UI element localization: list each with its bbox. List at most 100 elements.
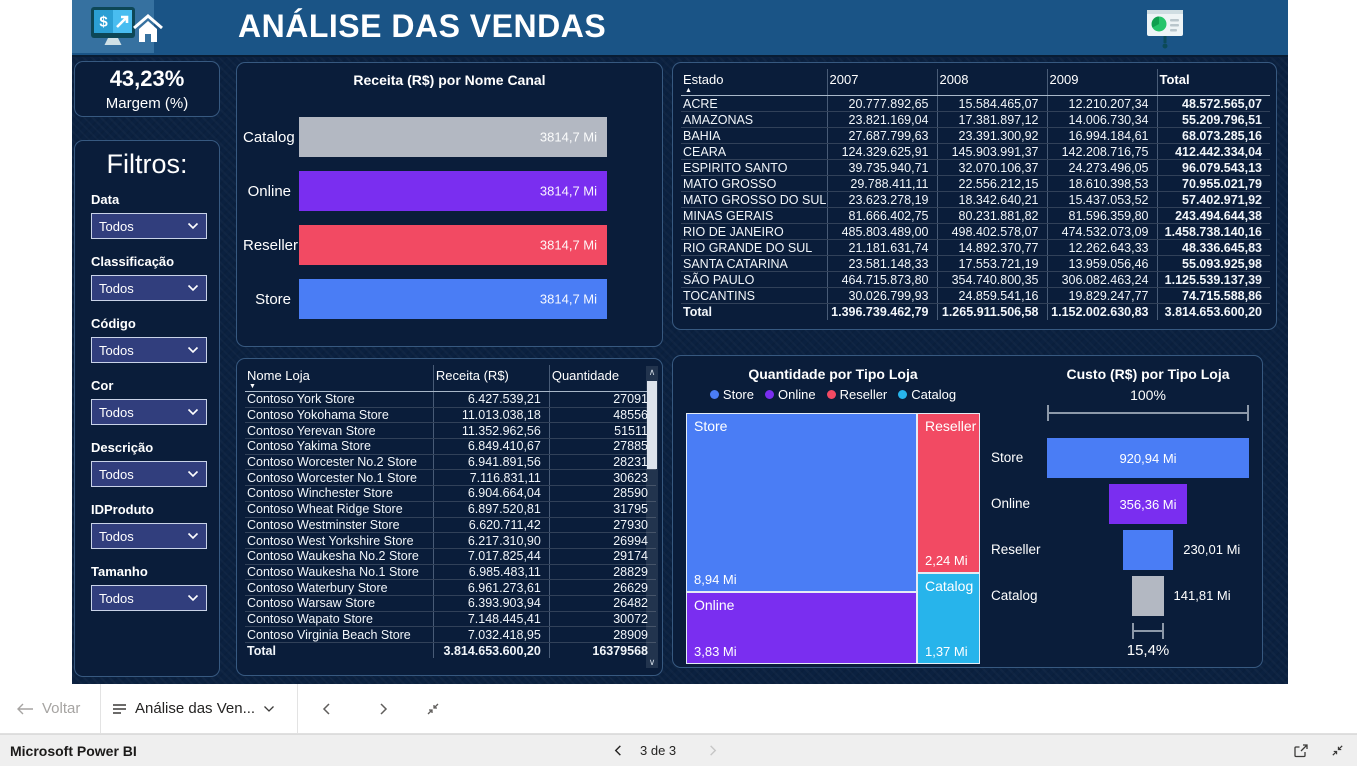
previous-page-chevron[interactable]: [612, 735, 625, 766]
kpi-value: 43,23%: [109, 66, 185, 91]
table-row[interactable]: SÃO PAULO 464.715.873,80 354.740.800,35 306…: [681, 271, 1270, 288]
table-row[interactable]: Contoso Worcester No.2 Store 6.941.891,56…: [245, 454, 656, 471]
bar-value-label: 3814,7 Mi: [539, 237, 597, 253]
table-row[interactable]: Contoso Worcester No.1 Store 7.116.831,11…: [245, 469, 656, 487]
treemap-cell-online[interactable]: Online 3,83 Mi: [686, 591, 917, 664]
scrollbar-thumb[interactable]: [647, 381, 657, 469]
treemap-cell-reseller[interactable]: Reseller 2,24 Mi: [916, 413, 980, 573]
table-row[interactable]: AMAZONAS 23.821.169,04 17.381.897,12 14.006…: [681, 111, 1270, 128]
column-header-2008[interactable]: 2008: [936, 69, 1047, 95]
filter-dropdown-tamanho[interactable]: Todos: [91, 585, 207, 611]
home-icon[interactable]: [130, 12, 166, 46]
column-header-2007[interactable]: 2007: [826, 69, 937, 95]
scroll-down-icon[interactable]: ∨: [648, 657, 656, 667]
table-row[interactable]: ACRE 20.777.892,65 15.584.465,07 12.210.207…: [681, 95, 1270, 112]
table-row[interactable]: RIO DE JANEIRO 485.803.489,00 498.402.578,…: [681, 223, 1270, 240]
funnel-top-bracket: [1047, 405, 1249, 421]
bar-online[interactable]: 3814,7 Mi: [299, 171, 607, 211]
table-row[interactable]: Contoso Warsaw Store 6.393.903,94 26482: [245, 595, 656, 612]
legend-item-catalog[interactable]: Catalog: [898, 387, 956, 402]
legend-item-reseller[interactable]: Reseller: [826, 387, 888, 402]
bar-reseller[interactable]: 3814,7 Mi: [299, 225, 607, 265]
table-row[interactable]: Contoso Winchester Store 6.904.664,04 2859…: [245, 485, 656, 502]
bar-store[interactable]: 3814,7 Mi: [299, 279, 607, 319]
table-row[interactable]: Contoso York Store 6.427.539,21 27091: [245, 391, 656, 408]
vertical-scrollbar[interactable]: ∧ ∨: [646, 366, 658, 668]
filter-dropdown-descrição[interactable]: Todos: [91, 461, 207, 487]
table-row[interactable]: MINAS GERAIS 81.666.402,75 80.231.881,82 81…: [681, 207, 1270, 224]
column-header-estado[interactable]: Estado ▲: [681, 69, 827, 95]
fit-to-page-icon[interactable]: [418, 684, 448, 733]
filter-dropdown-data[interactable]: Todos: [91, 213, 207, 239]
legend-dot: [765, 390, 774, 399]
cell-value: 3.814.653.600,20: [1156, 303, 1270, 320]
cell-name: Total: [681, 303, 827, 320]
sales-monitor-icon[interactable]: $: [72, 0, 154, 53]
treemap-cell-label: Online: [694, 596, 735, 613]
share-icon[interactable]: [1292, 735, 1309, 766]
channel-bars: Catalog 3814,7 Mi Online 3814,7 Mi Reseller 3…: [243, 117, 662, 333]
column-header-total[interactable]: Total: [1156, 69, 1270, 95]
table-row[interactable]: Contoso Waterbury Store 6.961.273,61 26629: [245, 579, 656, 596]
previous-page-button[interactable]: [312, 684, 342, 733]
table-row[interactable]: Contoso Yokohama Store 11.013.038,18 48556: [245, 407, 656, 424]
cell-value: 23.821.169,04: [826, 111, 937, 128]
table-row[interactable]: TOCANTINS 30.026.799,93 24.859.541,16 19.82…: [681, 287, 1270, 304]
legend-dot: [826, 390, 836, 399]
filter-dropdown-cor[interactable]: Todos: [91, 399, 207, 425]
legend-item-store[interactable]: Store: [709, 387, 754, 402]
funnel-bar-store[interactable]: 920,94 Mi: [1047, 438, 1249, 478]
treemap-cell-store[interactable]: Store 8,94 Mi: [686, 413, 917, 592]
dropdown-value: Todos: [99, 528, 134, 544]
column-header-nome-loja[interactable]: Nome Loja ▼: [245, 365, 433, 391]
table-row[interactable]: MATO GROSSO 29.788.411,11 22.556.212,15 18.…: [681, 175, 1270, 192]
funnel-bar-catalog[interactable]: [1132, 576, 1164, 616]
legend-label: Catalog: [911, 387, 957, 402]
back-button[interactable]: Voltar: [16, 684, 80, 733]
filter-dropdown-código[interactable]: Todos: [91, 337, 207, 363]
next-page-chevron[interactable]: [706, 735, 719, 766]
scroll-up-icon[interactable]: ∧: [648, 367, 656, 377]
funnel-bar-reseller[interactable]: [1122, 530, 1174, 570]
statusbar: Microsoft Power BI 3 de 3: [0, 734, 1357, 766]
filters-panel: Filtros: Data Todos Classificação Todos Códi…: [74, 140, 220, 677]
cell-name: CEARA: [681, 143, 827, 160]
fit-to-page-icon[interactable]: [1330, 735, 1345, 766]
table-row[interactable]: SANTA CATARINA 23.581.148,33 17.553.721,19…: [681, 255, 1270, 272]
chevron-down-icon: [187, 222, 199, 230]
filter-dropdown-idproduto[interactable]: Todos: [91, 523, 207, 549]
page-selector[interactable]: Análise das Ven...: [112, 684, 275, 733]
bar-category-label: Catalog: [243, 128, 295, 146]
table-row[interactable]: Contoso Yerevan Store 11.352.962,56 51511: [245, 422, 656, 440]
table-row[interactable]: Contoso Virginia Beach Store 7.032.418,95…: [245, 626, 656, 643]
bar-catalog[interactable]: 3814,7 Mi: [299, 117, 607, 157]
cell-value: 18.342.640,21: [936, 191, 1047, 208]
cell-name: Contoso Yerevan Store: [245, 422, 434, 440]
cell-value: 22.556.212,15: [936, 175, 1047, 192]
table-row[interactable]: BAHIA 27.687.799,63 23.391.300,92 16.994.18…: [681, 127, 1270, 144]
column-header-2009[interactable]: 2009: [1046, 69, 1157, 95]
table-row[interactable]: Contoso Waukesha No.2 Store 7.017.825,44 2…: [245, 548, 656, 565]
table-row[interactable]: Contoso Yakima Store 6.849.410,67 27885: [245, 438, 656, 455]
report-header: ANÁLISE DAS VENDAS $: [72, 0, 1288, 57]
column-header-receita[interactable]: Receita (R$): [432, 365, 550, 391]
dropdown-value: Todos: [99, 590, 134, 606]
column-header-quantidade[interactable]: Quantidade: [548, 365, 656, 391]
treemap-cell-catalog[interactable]: Catalog 1,37 Mi: [916, 573, 980, 664]
table-row[interactable]: MATO GROSSO DO SUL 23.623.278,19 18.342.64…: [681, 191, 1270, 208]
table-row[interactable]: Contoso Waukesha No.1 Store 6.985.483,11 2…: [245, 564, 656, 581]
legend-label: Reseller: [839, 387, 888, 402]
presentation-chart-icon[interactable]: [1142, 7, 1188, 56]
table-row[interactable]: Contoso Wapato Store 7.148.445,41 30072: [245, 611, 656, 628]
cell-value: 21.181.631,74: [826, 239, 937, 256]
funnel-bar-online[interactable]: 356,36 Mi: [1108, 484, 1188, 524]
next-page-button[interactable]: [368, 684, 398, 733]
table-row[interactable]: RIO GRANDE DO SUL 21.181.631,74 14.892.370…: [681, 239, 1270, 256]
table-row[interactable]: Contoso West Yorkshire Store 6.217.310,90…: [245, 532, 656, 549]
table-row[interactable]: ESPIRITO SANTO 39.735.940,71 32.070.106,37…: [681, 159, 1270, 176]
legend-item-online[interactable]: Online: [765, 387, 816, 402]
table-row[interactable]: Contoso Westminster Store 6.620.711,42 279…: [245, 517, 656, 534]
table-row[interactable]: CEARA 124.329.625,91 145.903.991,37 142.208…: [681, 143, 1270, 160]
table-row[interactable]: Contoso Wheat Ridge Store 6.897.520,81 317…: [245, 501, 656, 518]
filter-dropdown-classificação[interactable]: Todos: [91, 275, 207, 301]
